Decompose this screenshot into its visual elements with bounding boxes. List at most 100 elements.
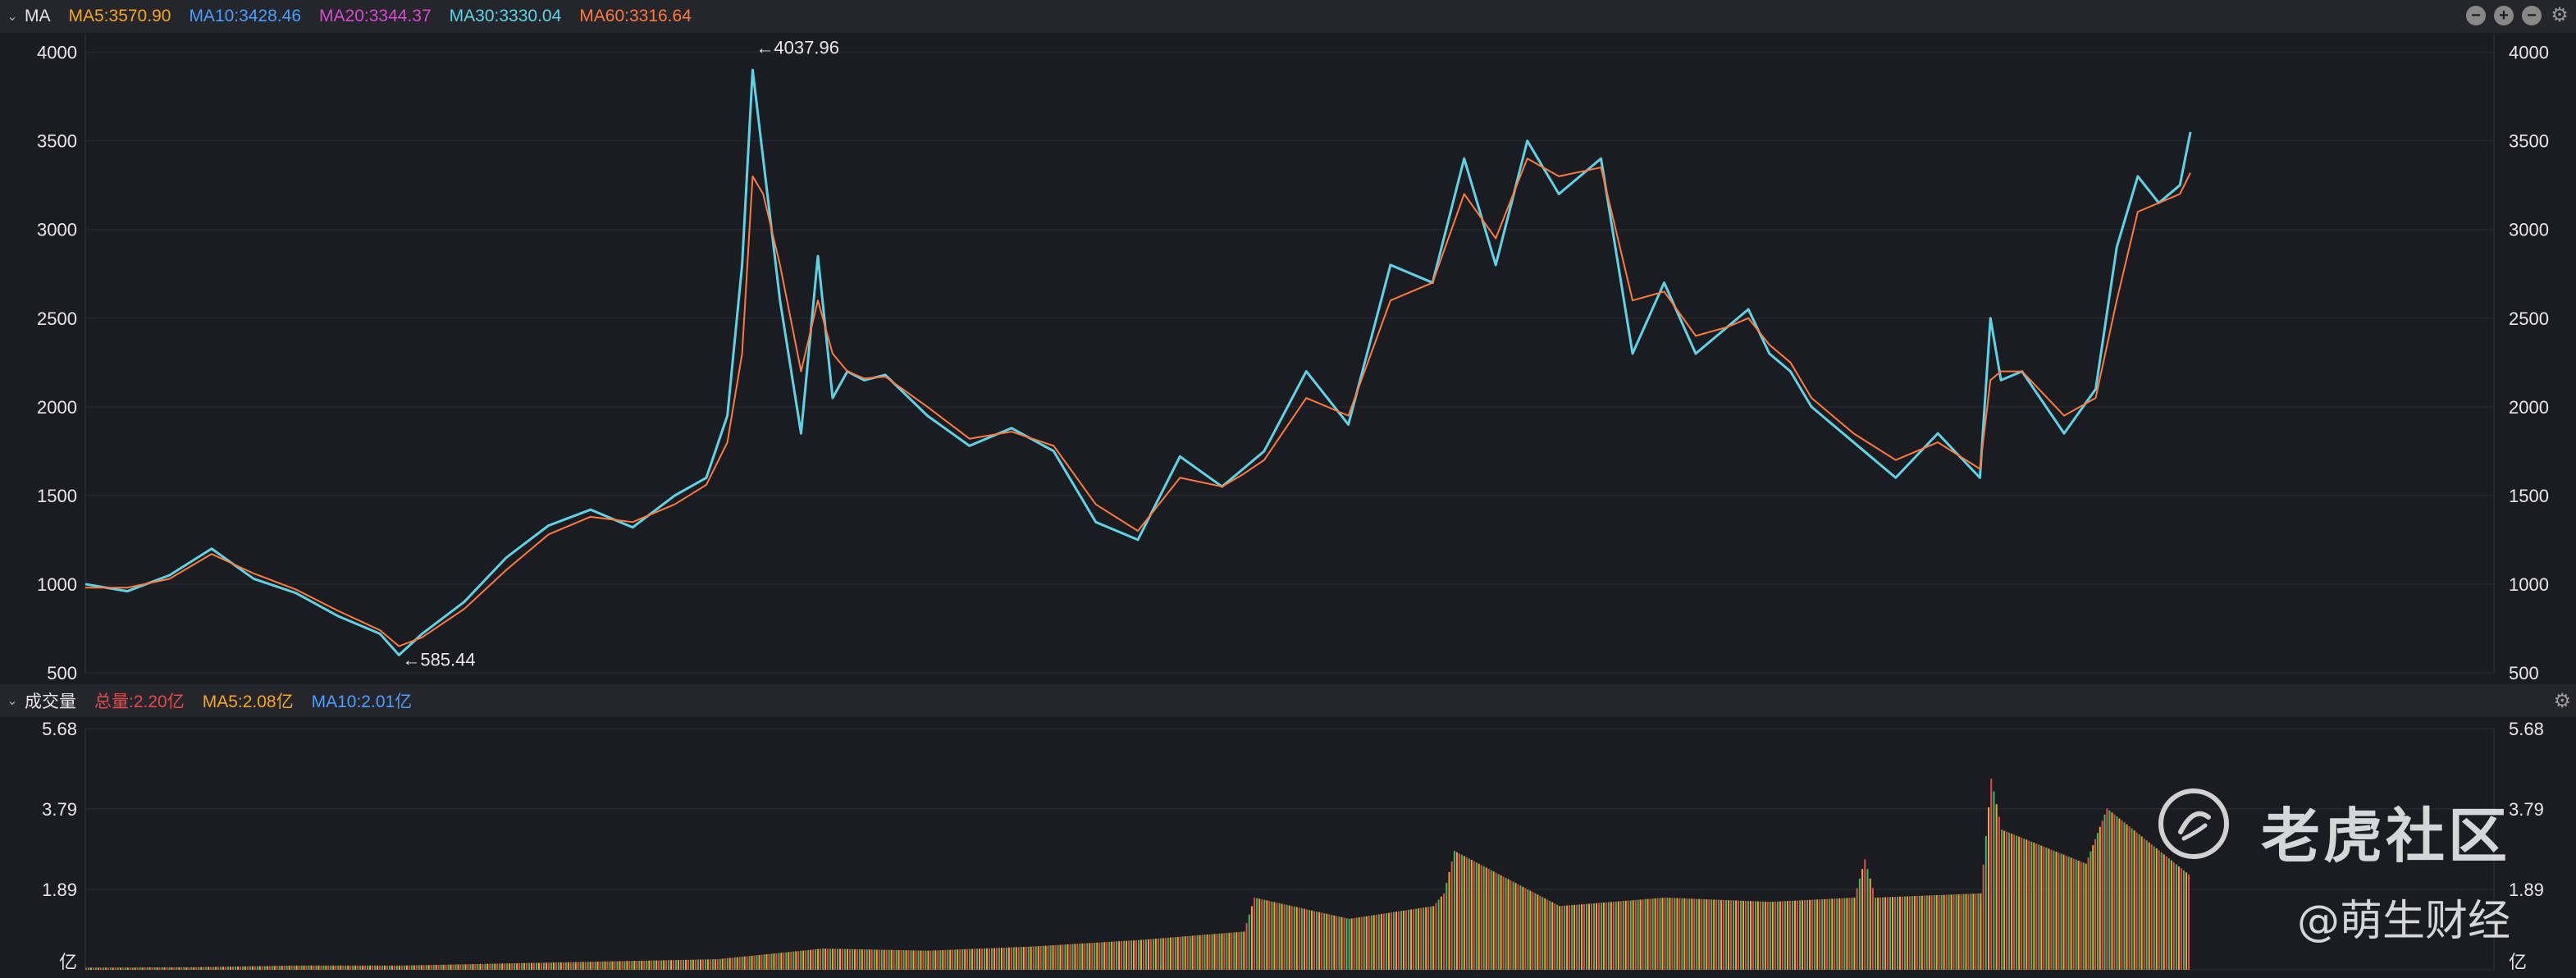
volume-bar <box>273 966 276 970</box>
volume-bar <box>281 966 283 970</box>
volume-bar <box>2060 853 2062 970</box>
volume-bar <box>523 962 526 970</box>
volume-bar <box>1066 944 1069 970</box>
volume-bar <box>979 948 981 970</box>
volume-bar <box>1216 934 1218 970</box>
volume-bar <box>158 967 161 970</box>
volume-bar <box>673 960 675 970</box>
volume-bar <box>1718 899 1720 970</box>
volume-bar <box>531 962 533 970</box>
collapse-chevron-icon[interactable]: ⌄ <box>7 10 18 24</box>
volume-bar <box>1759 901 1761 970</box>
price-series-line <box>85 158 2191 647</box>
remove-icon[interactable]: − <box>2522 6 2542 25</box>
volume-bar <box>1612 902 1615 970</box>
volume-bar <box>97 967 99 970</box>
volume-bar <box>283 966 285 970</box>
volume-bar <box>1864 859 1866 970</box>
volume-bar <box>594 962 596 970</box>
settings-gear-icon[interactable]: ⚙ <box>2551 4 2569 26</box>
volume-bar <box>288 965 290 970</box>
volume-bar <box>668 960 670 970</box>
volume-bar <box>1179 936 1181 970</box>
volume-bar <box>506 963 509 970</box>
volume-bar <box>388 965 391 970</box>
volume-bar <box>1788 900 1791 970</box>
volume-bar <box>1821 898 1824 970</box>
volume-bar <box>1945 894 1948 970</box>
minimize-icon[interactable]: − <box>2466 6 2486 25</box>
volume-bar <box>870 949 873 970</box>
ma20-label: MA20:3344.37 <box>319 7 432 25</box>
volume-collapse-chevron-icon[interactable]: ⌄ <box>7 694 18 708</box>
volume-bar <box>885 949 888 970</box>
volume-settings-gear-icon[interactable]: ⚙ <box>2553 690 2571 712</box>
volume-bar <box>770 953 773 970</box>
volume-bar <box>1169 937 1172 970</box>
volume-bar <box>1032 946 1035 970</box>
volume-bar <box>1096 942 1098 970</box>
add-icon[interactable]: + <box>2494 6 2514 25</box>
volume-bar <box>1529 890 1532 970</box>
volume-bar <box>1588 903 1591 970</box>
volume-bar <box>367 965 369 970</box>
volume-bar <box>2080 861 2082 970</box>
volume-bar <box>2138 834 2140 970</box>
volume-bar <box>555 962 557 970</box>
volume-tick-right: 1.89 <box>2509 880 2544 900</box>
volume-bar <box>910 950 912 970</box>
volume-bar <box>180 967 183 970</box>
volume-bar <box>1856 888 1858 970</box>
price-tick-left: 2500 <box>37 308 77 329</box>
volume-bar <box>589 962 591 970</box>
volume-bar <box>400 965 403 970</box>
volume-bar <box>966 948 969 970</box>
volume-bar <box>2030 841 2033 970</box>
volume-bar <box>2123 822 2126 970</box>
volume-bar <box>616 961 619 970</box>
volume-bar <box>1281 903 1283 970</box>
volume-bar <box>685 959 687 970</box>
volume-bar <box>327 965 330 970</box>
volume-bar <box>984 948 986 970</box>
volume-bar <box>1288 905 1290 970</box>
volume-bar <box>1995 804 1998 970</box>
volume-bar <box>141 967 144 970</box>
volume-bar <box>1338 916 1341 970</box>
volume-bar <box>119 967 121 970</box>
volume-bar <box>1826 898 1829 970</box>
volume-bar <box>2050 849 2053 970</box>
volume-bar <box>1318 912 1321 970</box>
volume-bar <box>198 967 200 970</box>
volume-bar <box>1455 852 1458 970</box>
volume-bar <box>494 963 496 970</box>
volume-bar <box>893 949 895 970</box>
volume-bar <box>2075 859 2077 970</box>
volume-bar <box>1583 903 1586 970</box>
volume-name: 成交量 <box>25 692 76 711</box>
volume-bar <box>660 960 663 970</box>
volume-bar <box>332 965 335 970</box>
volume-bar <box>1871 888 1874 970</box>
volume-bar <box>1595 903 1597 970</box>
volume-bar <box>912 950 915 970</box>
volume-bar <box>276 966 278 970</box>
volume-bar <box>1372 915 1375 970</box>
volume-bar <box>499 963 501 970</box>
volume-bar <box>1495 872 1497 970</box>
volume-bar <box>1103 942 1106 970</box>
volume-bar <box>1744 900 1747 970</box>
volume-bar <box>733 957 736 970</box>
volume-bar <box>1189 935 1191 970</box>
volume-bar <box>1358 917 1360 970</box>
volume-bar <box>743 956 746 970</box>
volume-bar <box>1101 942 1103 970</box>
volume-bar <box>1321 912 1323 970</box>
volume-bar <box>1581 904 1583 970</box>
volume-bar <box>161 967 163 970</box>
volume-bar <box>2040 845 2043 970</box>
volume-bar <box>2013 834 2016 970</box>
volume-bar <box>1925 895 1928 970</box>
volume-bar <box>1465 857 1468 970</box>
volume-bar <box>579 962 582 970</box>
